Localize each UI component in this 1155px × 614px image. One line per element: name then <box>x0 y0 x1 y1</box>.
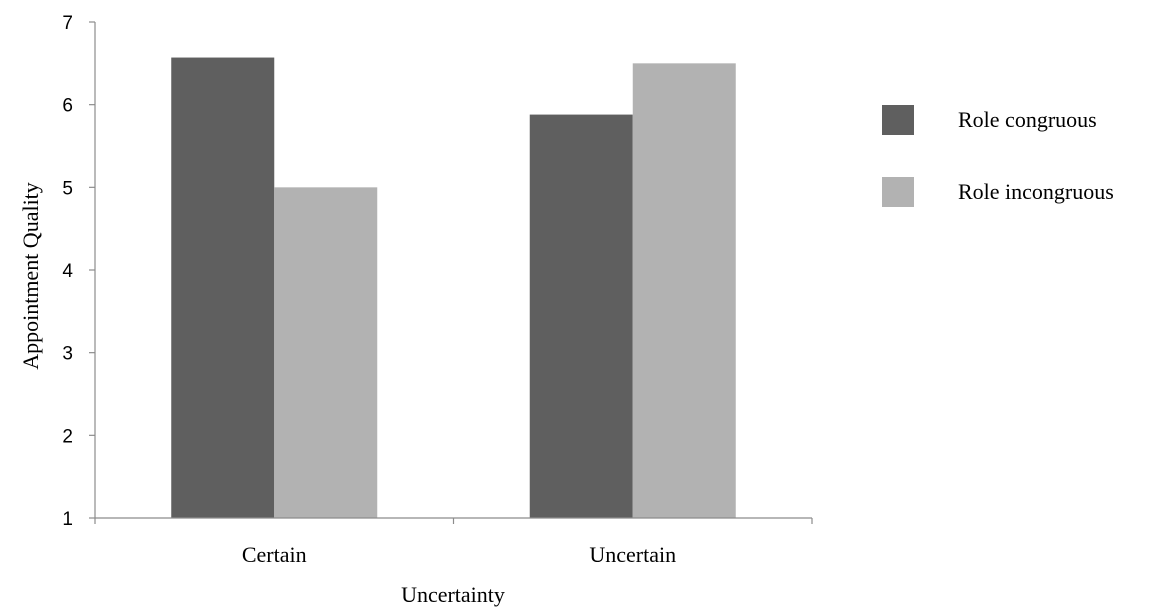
legend-swatch <box>882 177 914 207</box>
y-tick-label: 5 <box>62 178 73 199</box>
bar-role-congruous-uncertain <box>529 114 633 518</box>
legend-swatch <box>882 105 914 135</box>
y-tick-label: 2 <box>62 426 73 447</box>
legend-label: Role congruous <box>958 107 1097 132</box>
y-tick-label: 3 <box>62 344 73 365</box>
x-axis-category-labels: Certain Uncertain <box>94 518 813 567</box>
y-tick-label: 1 <box>62 509 73 530</box>
x-category-label: Uncertain <box>589 542 676 567</box>
bar-role-congruous-certain <box>171 57 275 519</box>
bar-role-incongruous-certain <box>274 187 378 519</box>
bar-role-incongruous-uncertain <box>632 63 736 518</box>
x-category-label: Certain <box>242 542 307 567</box>
bars <box>171 57 736 519</box>
y-axis-title: Appointment Quality <box>18 182 43 370</box>
y-tick-label: 6 <box>62 96 73 117</box>
legend: Role congruous Role incongruous <box>882 105 1114 207</box>
y-axis-ticks: 1 2 3 4 5 6 7 <box>62 13 95 530</box>
legend-label: Role incongruous <box>958 179 1114 204</box>
y-tick-label: 4 <box>62 261 73 282</box>
y-tick-label: 7 <box>62 13 73 34</box>
x-axis-title: Uncertainty <box>401 582 505 607</box>
